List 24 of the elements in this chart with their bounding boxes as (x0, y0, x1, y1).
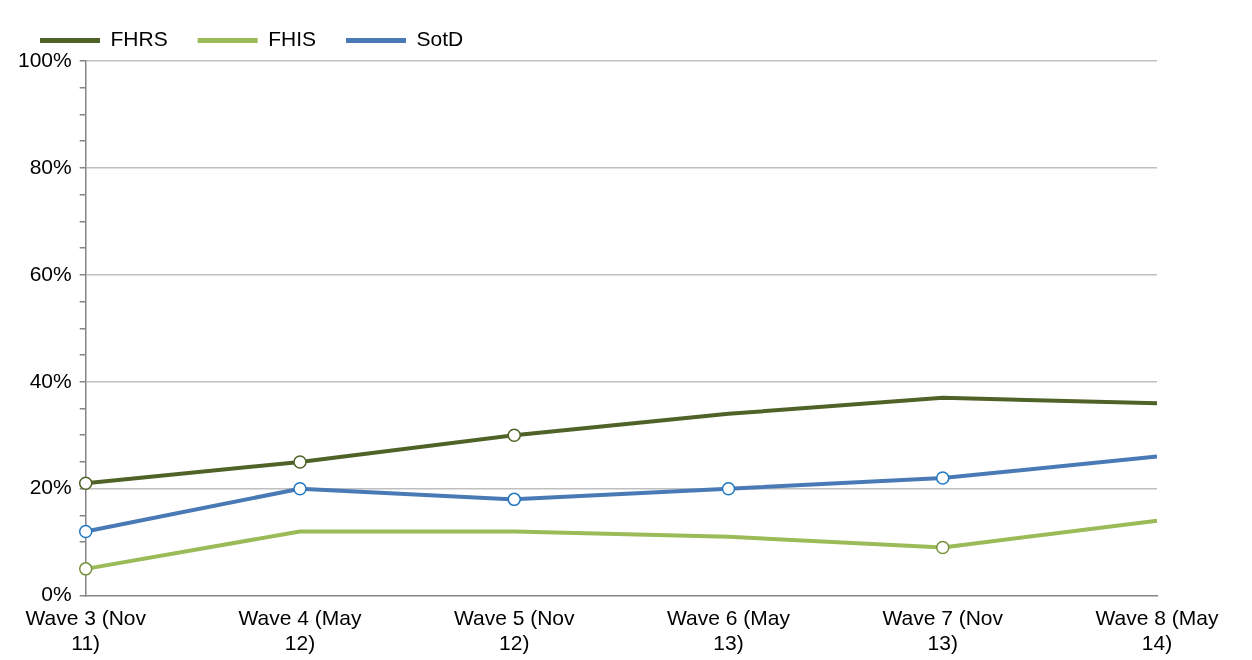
x-tick-label: Wave 5 (Nov 12) (453, 606, 576, 655)
point (293, 481, 307, 496)
x-tick-label: Wave 8 (May 14) (1095, 606, 1219, 655)
legend-label: FHRS (110, 27, 168, 51)
y-tick-label: 80% (29, 154, 72, 178)
point (507, 492, 521, 507)
y-tick-label: 0% (41, 582, 72, 606)
y-tick-label: 100% (17, 47, 72, 71)
legend-label: FHIS (268, 27, 317, 51)
point (78, 524, 93, 539)
point (935, 471, 950, 485)
point (78, 476, 93, 491)
point (721, 481, 736, 496)
y-tick-label: 60% (29, 261, 72, 285)
y-tick-label: 20% (29, 475, 72, 499)
x-tick-label: Wave 3 (Nov 11) (25, 606, 147, 655)
point (507, 428, 521, 442)
x-tick-label: Wave 4 (May 12) (238, 606, 362, 655)
point (78, 562, 93, 576)
y-tick-label: 40% (29, 368, 72, 392)
x-tick-label: Wave 6 (May 13) (667, 606, 791, 655)
legend-label: SotD (416, 27, 464, 51)
point (293, 455, 307, 469)
x-tick-label: Wave 7 (Nov 13) (882, 606, 1004, 655)
